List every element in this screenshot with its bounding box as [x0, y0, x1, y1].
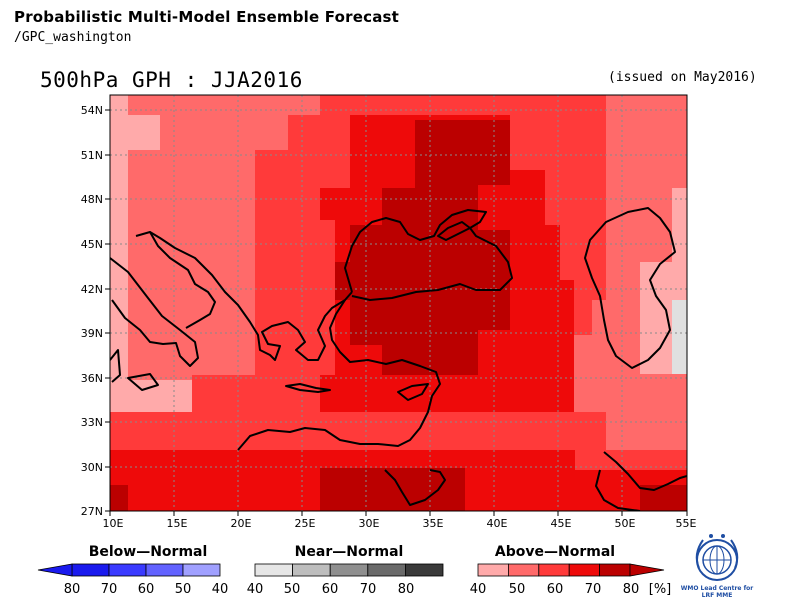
above-swatch [507, 563, 540, 577]
lon-label: 10E [103, 517, 124, 530]
above-label: 80 [623, 582, 640, 597]
issued-date: (issued on May2016) [608, 70, 757, 85]
near-swatch [292, 563, 331, 577]
below-label: 60 [138, 582, 155, 597]
lat-labels: 54N 51N 48N 45N 42N 39N 36N 33N 30N 27N [81, 104, 103, 518]
variable-label: 500hPa GPH : JJA2016 [40, 68, 303, 92]
lon-label: 50E [615, 517, 636, 530]
below-label: 70 [101, 582, 118, 597]
unit-label: [%] [649, 582, 672, 597]
probability-field [110, 95, 687, 511]
figure-title: Probabilistic Multi-Model Ensemble Forec… [14, 8, 400, 26]
above-label: 70 [585, 582, 602, 597]
map-frame [109, 94, 688, 512]
persian-gulf [603, 451, 687, 491]
lon-label: 45E [551, 517, 572, 530]
sardinia [110, 349, 121, 383]
above-swatch [599, 563, 631, 577]
above-normal-labels: 40 50 60 70 80 [%] [470, 582, 672, 597]
lat-label: 48N [81, 193, 103, 206]
below-label: 40 [212, 582, 229, 597]
below-swatch [145, 563, 184, 577]
above-normal-colorbar [477, 563, 665, 577]
red-sea [384, 469, 446, 506]
below-arrow [37, 563, 73, 577]
lon-label: 25E [295, 517, 316, 530]
axis-ticks [105, 109, 688, 516]
sicily [127, 373, 159, 391]
black-sea [344, 209, 513, 301]
near-label: 40 [247, 582, 264, 597]
wmo-logo-icon [695, 534, 739, 581]
lat-label: 36N [81, 372, 103, 385]
lat-label: 33N [81, 416, 103, 429]
lat-label: 27N [81, 505, 103, 518]
above-arrow [629, 563, 665, 577]
figure-subtitle: /GPC_washington [14, 30, 132, 45]
lon-label: 30E [359, 517, 380, 530]
lat-label: 54N [81, 104, 103, 117]
lon-label: 15E [167, 517, 188, 530]
lon-label: 20E [231, 517, 252, 530]
above-label: 40 [470, 582, 487, 597]
dark-red-core [335, 120, 510, 375]
lon-label: 55E [676, 517, 697, 530]
lat-label: 45N [81, 238, 103, 251]
below-normal-labels: 80 70 60 50 40 [64, 582, 229, 597]
below-swatch [108, 563, 147, 577]
near-label: 60 [322, 582, 339, 597]
above-label: 60 [547, 582, 564, 597]
lat-label: 39N [81, 327, 103, 340]
below-label: 50 [175, 582, 192, 597]
lat-label: 42N [81, 283, 103, 296]
logo-caption-1: WMO Lead Centre for [681, 585, 754, 592]
caspian-sea [584, 207, 676, 369]
lon-label: 35E [423, 517, 444, 530]
coastlines [110, 207, 687, 511]
near-swatch [254, 563, 293, 577]
near-swatch [367, 563, 406, 577]
below-normal-title: Below—Normal [89, 544, 208, 560]
azov-sea [437, 221, 471, 241]
lon-label: 40E [487, 517, 508, 530]
near-swatch [404, 563, 444, 577]
cyprus [397, 383, 429, 401]
below-swatch [182, 563, 221, 577]
italy-east-coast [135, 231, 216, 329]
above-swatch [477, 563, 509, 577]
turkey-south [237, 299, 441, 451]
near-label: 80 [398, 582, 415, 597]
lat-label: 30N [81, 461, 103, 474]
near-label: 70 [360, 582, 377, 597]
near-swatch [329, 563, 369, 577]
near-label: 50 [284, 582, 301, 597]
near-normal-title: Near—Normal [295, 544, 404, 560]
below-swatch [71, 563, 110, 577]
balkan-coast [149, 231, 353, 361]
near-normal-patch [672, 300, 687, 374]
above-label: 50 [509, 582, 526, 597]
italy-coast [110, 257, 199, 367]
above-swatch [538, 563, 570, 577]
below-normal-colorbar [37, 563, 221, 577]
lon-labels: 10E 15E 20E 25E 30E 35E 40E 45E 50E 55E [103, 517, 697, 530]
logo-caption-2: LRF MME [702, 592, 733, 599]
crete [285, 383, 331, 393]
above-swatch [568, 563, 601, 577]
lat-label: 51N [81, 149, 103, 162]
graticule [110, 95, 687, 511]
near-normal-labels: 40 50 60 70 80 [247, 582, 415, 597]
near-normal-colorbar [254, 563, 444, 577]
above-normal-title: Above—Normal [495, 544, 615, 560]
gulf-coast-lower [595, 469, 641, 511]
below-label: 80 [64, 582, 81, 597]
